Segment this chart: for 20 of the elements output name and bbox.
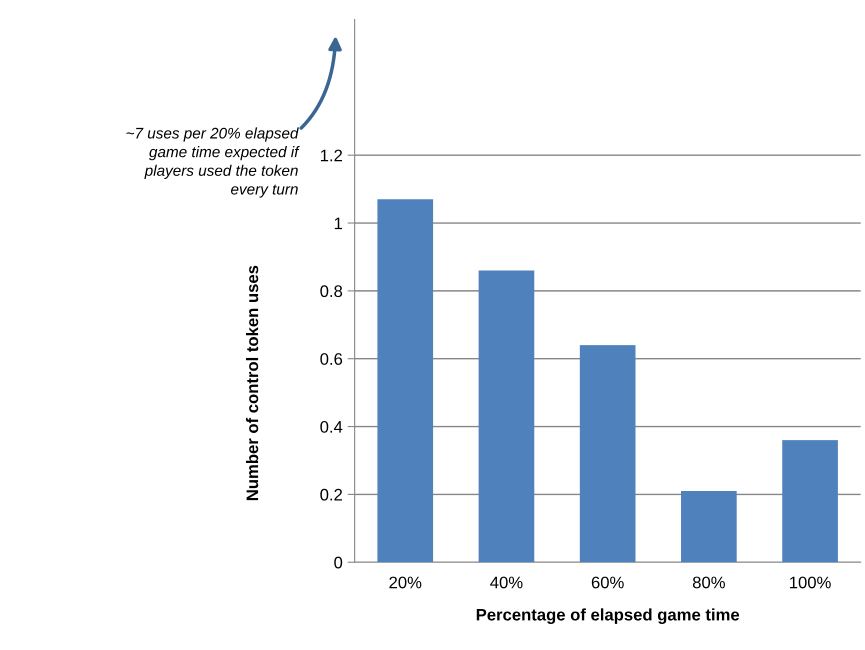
y-axis-title: Number of control token uses [246, 266, 258, 500]
y-tick-label: 0 [334, 556, 342, 568]
y-tick-label: 1 [334, 218, 342, 230]
bar [782, 440, 838, 562]
bar [478, 270, 534, 562]
y-tick-label: 1.2 [320, 150, 342, 162]
y-tick-label: 0.4 [320, 420, 342, 433]
x-tick-label: 60% [592, 576, 624, 588]
bar [681, 491, 737, 562]
y-tick-label: 0.8 [320, 285, 342, 298]
text: ~7 uses per 20% elapsed game time expected if players used the token every turn [126, 127, 300, 198]
bar [377, 199, 434, 562]
bar [580, 345, 636, 562]
x-tick-label: 80% [692, 576, 725, 588]
x-tick-label: 20% [389, 576, 422, 588]
y-tick-label: 0.2 [320, 488, 342, 501]
y-tick-label: 0.6 [320, 353, 342, 365]
x-tick-label: 40% [490, 576, 523, 588]
x-tick-label: 100% [790, 576, 831, 588]
x-axis-title: Percentage of elapsed game time [476, 608, 740, 624]
